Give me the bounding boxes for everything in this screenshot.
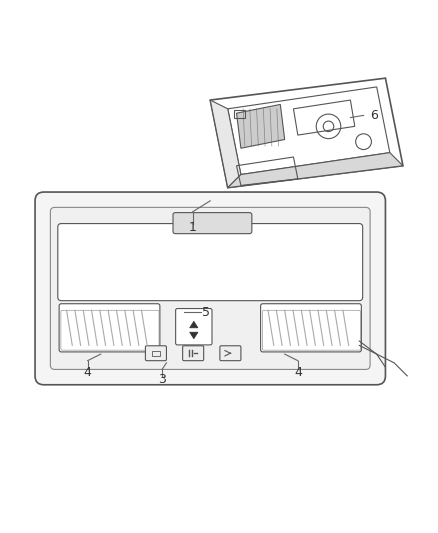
Bar <box>152 351 160 356</box>
Text: 3: 3 <box>158 373 166 385</box>
Polygon shape <box>190 332 198 339</box>
FancyBboxPatch shape <box>59 304 160 352</box>
FancyBboxPatch shape <box>145 346 166 361</box>
Text: 1: 1 <box>189 221 197 233</box>
Polygon shape <box>237 104 285 148</box>
Text: 6: 6 <box>371 109 378 122</box>
Text: 4: 4 <box>84 366 92 379</box>
FancyBboxPatch shape <box>176 309 212 345</box>
FancyBboxPatch shape <box>220 346 241 361</box>
FancyBboxPatch shape <box>173 213 252 233</box>
FancyBboxPatch shape <box>35 192 385 385</box>
FancyBboxPatch shape <box>50 207 370 369</box>
Text: 4: 4 <box>294 366 302 379</box>
Text: 5: 5 <box>202 306 210 319</box>
Polygon shape <box>228 152 403 188</box>
FancyBboxPatch shape <box>183 346 204 361</box>
FancyBboxPatch shape <box>58 223 363 301</box>
FancyBboxPatch shape <box>261 304 361 352</box>
Bar <box>234 110 245 118</box>
Polygon shape <box>210 100 241 188</box>
Polygon shape <box>190 321 198 328</box>
